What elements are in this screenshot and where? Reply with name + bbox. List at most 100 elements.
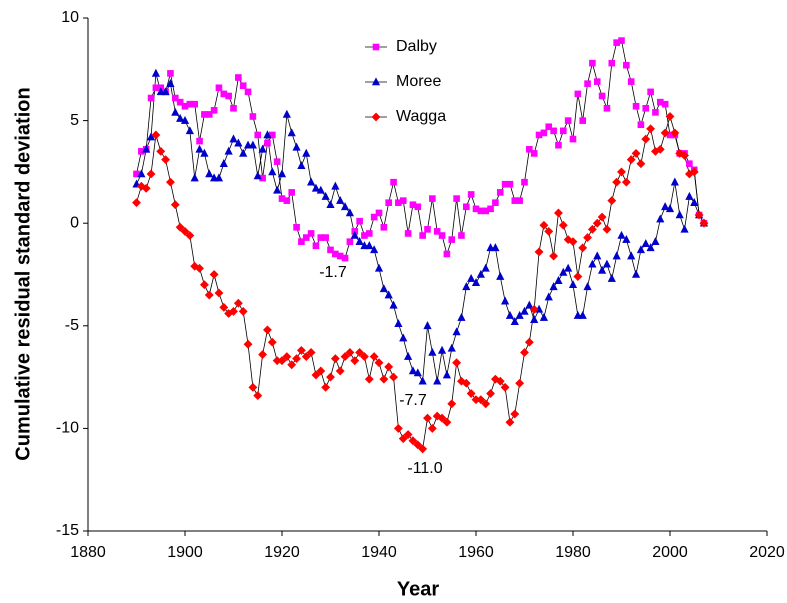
marker (263, 130, 272, 139)
marker (521, 178, 528, 186)
marker (423, 321, 432, 330)
marker (623, 61, 630, 69)
marker (287, 128, 296, 137)
marker (573, 310, 582, 319)
marker (229, 134, 238, 143)
marker (175, 222, 185, 232)
x-tick-label: 1960 (458, 544, 494, 561)
marker (578, 243, 588, 253)
marker (301, 352, 311, 362)
marker (316, 185, 325, 194)
marker (277, 169, 287, 178)
marker (487, 205, 494, 213)
marker (277, 356, 287, 366)
marker (296, 345, 306, 355)
marker (248, 382, 258, 392)
marker (141, 183, 151, 193)
marker (312, 242, 320, 250)
marker (621, 177, 631, 187)
marker (235, 74, 242, 81)
marker (199, 280, 209, 290)
marker (370, 245, 379, 254)
marker (369, 352, 379, 362)
marker (171, 107, 180, 116)
marker (389, 372, 398, 382)
marker (210, 173, 219, 182)
marker (526, 146, 533, 153)
marker (142, 144, 151, 153)
marker (603, 104, 611, 112)
marker (166, 177, 175, 187)
marker (588, 259, 597, 268)
marker (380, 224, 388, 231)
marker (491, 243, 500, 252)
marker (583, 233, 592, 242)
marker (151, 68, 160, 77)
marker (219, 302, 229, 312)
marker (253, 171, 262, 180)
marker (462, 282, 471, 291)
marker (234, 138, 243, 147)
marker (375, 209, 383, 217)
marker (364, 374, 374, 384)
marker (371, 112, 381, 122)
marker (302, 148, 311, 157)
marker (293, 224, 300, 231)
marker (385, 199, 393, 206)
marker (670, 128, 680, 138)
marker (346, 238, 354, 245)
marker (282, 352, 292, 362)
marker (574, 90, 582, 98)
marker (641, 134, 651, 144)
marker (447, 343, 456, 352)
y-tick-label: -15 (56, 522, 79, 539)
marker (680, 151, 689, 160)
marker (196, 137, 203, 145)
marker (176, 113, 185, 122)
marker (646, 243, 655, 252)
marker (230, 104, 237, 112)
annotation: -7.7 (399, 392, 427, 409)
marker (559, 127, 567, 135)
marker (399, 197, 407, 204)
marker (660, 128, 670, 138)
marker (675, 210, 684, 219)
marker (607, 273, 616, 282)
marker (476, 395, 486, 405)
marker (195, 263, 204, 273)
marker (345, 348, 355, 357)
x-tick-label: 1880 (70, 544, 106, 561)
marker (404, 351, 413, 360)
marker (185, 126, 194, 135)
marker (239, 148, 248, 157)
marker (365, 241, 374, 250)
marker (390, 178, 397, 186)
marker (298, 238, 305, 245)
marker (311, 183, 321, 192)
marker (408, 366, 418, 375)
marker (341, 254, 349, 262)
marker (646, 124, 656, 134)
marker (501, 296, 510, 305)
x-tick-label: 1900 (167, 544, 203, 561)
marker (447, 399, 457, 409)
marker (651, 237, 660, 245)
marker (510, 409, 520, 419)
marker (379, 374, 389, 384)
marker (524, 337, 534, 347)
marker (686, 160, 693, 167)
marker (442, 417, 452, 427)
marker (389, 300, 398, 309)
marker (486, 243, 495, 252)
marker (307, 230, 315, 237)
marker (297, 161, 306, 170)
marker (258, 350, 268, 359)
marker (166, 79, 175, 87)
marker (209, 270, 219, 279)
marker (641, 239, 650, 248)
marker (428, 347, 437, 356)
marker (608, 59, 616, 67)
marker (172, 94, 179, 102)
marker (655, 144, 665, 154)
marker (515, 310, 524, 319)
